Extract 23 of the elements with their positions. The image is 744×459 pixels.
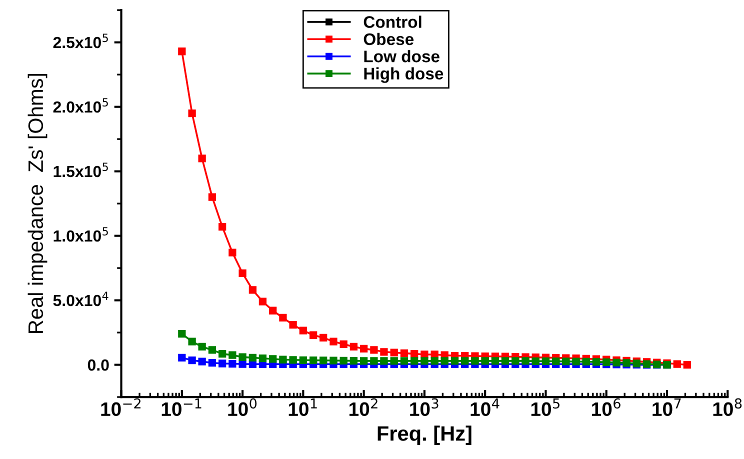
legend-label: Obese [364, 32, 414, 46]
x-tick-label: 10$^{7}$ [652, 398, 681, 416]
x-axis-title: Freq. [Hz] [378, 426, 472, 445]
y-tick-label: 0.0 [88, 359, 109, 371]
y-axis-title: Real impedance Zs' [Ohms] [28, 74, 48, 333]
x-tick-label: 10$^{1}$ [288, 398, 317, 416]
x-tick-label: 10$^{0}$ [228, 398, 257, 416]
legend-label: High dose [364, 67, 444, 83]
legend-label: Control [364, 16, 422, 28]
y-tick-label: 1.5x10$^{5}$ [54, 162, 108, 178]
y-tick-label: 2.5x10$^{5}$ [53, 34, 108, 48]
x-tick-label: 10$^{6}$ [592, 398, 620, 416]
x-tick-label: 10$^{5}$ [531, 398, 560, 416]
x-tick-label: 10$^{−2}$ [101, 398, 140, 416]
y-tick-label: 1.0x10$^{5}$ [54, 227, 108, 242]
x-tick-label: 10$^{2}$ [349, 398, 378, 416]
legend-label: Low dose [364, 50, 440, 62]
y-tick-label: 5.0x10$^{4}$ [53, 292, 108, 306]
x-tick-label: 10$^{8}$ [713, 398, 742, 416]
x-tick-label: 10$^{−1}$ [162, 398, 202, 416]
x-tick-label: 10$^{3}$ [410, 398, 438, 416]
y-tick-label: 2.0x10$^{5}$ [53, 98, 108, 113]
x-tick-label: 10$^{4}$ [470, 398, 500, 416]
